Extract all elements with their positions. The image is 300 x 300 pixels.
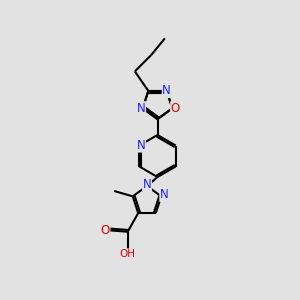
Text: N: N [162,84,171,98]
Text: N: N [137,139,146,152]
Text: O: O [171,102,180,115]
Text: O: O [100,224,110,237]
Text: N: N [142,178,152,191]
Text: N: N [137,102,146,115]
Text: N: N [160,188,169,201]
Text: OH: OH [120,249,136,259]
